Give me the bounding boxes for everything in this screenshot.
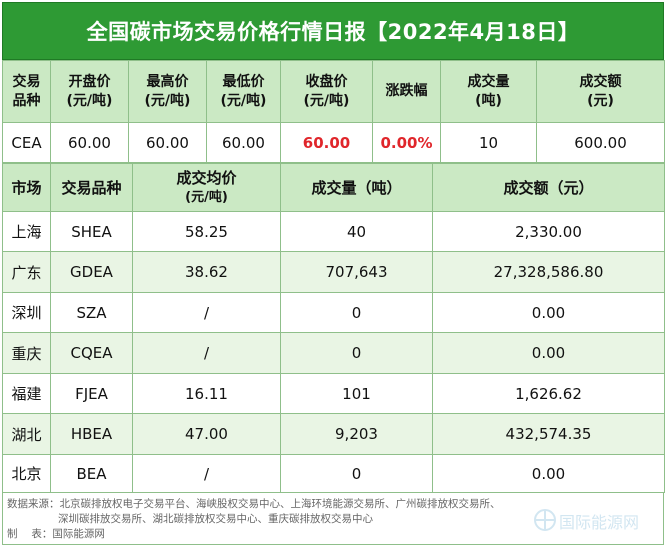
amount: 1,626.62 [432, 373, 665, 414]
avg-price: 58.25 [132, 211, 281, 252]
header-change: 涨跌幅 [372, 60, 441, 123]
regional-header-row: 市场 交易品种 成交均价 (元/吨) 成交量（吨） 成交额（元） [2, 163, 665, 212]
amount: 0.00 [432, 454, 665, 493]
header-amount: 成交额 (元) [536, 60, 665, 123]
amount: 27,328,586.80 [432, 251, 665, 293]
report-title: 全国碳市场交易价格行情日报【2022年4月18日】 [2, 2, 664, 60]
product-code: HBEA [50, 413, 133, 455]
product-code: BEA [50, 454, 133, 493]
cea-amount: 600.00 [536, 122, 665, 163]
product-code: SZA [50, 292, 133, 333]
table-row: 北京 BEA / 0 0.00 [2, 454, 665, 493]
report-frame: 全国碳市场交易价格行情日报【2022年4月18日】 交易 品种 开盘价 (元/吨) … [2, 2, 665, 545]
product-code: FJEA [50, 373, 133, 414]
market-name: 重庆 [2, 332, 51, 374]
table-row: 湖北 HBEA 47.00 9,203 432,574.35 [2, 413, 665, 455]
table-maker: 制 表：国际能源网 [7, 528, 105, 540]
national-market-table: 交易 品种 开盘价 (元/吨) 最高价 (元/吨) 最低价 (元/吨) 收盘价 (元/吨)… [2, 60, 665, 163]
cea-high: 60.00 [128, 122, 207, 163]
header-volume: 成交量 (吨) [440, 60, 537, 123]
national-data-row: CEA 60.00 60.00 60.00 60.00 0.00% 10 600… [2, 122, 665, 163]
national-header-row: 交易 品种 开盘价 (元/吨) 最高价 (元/吨) 最低价 (元/吨) 收盘价 (元/吨)… [2, 60, 665, 123]
volume: 0 [280, 454, 433, 493]
cea-low: 60.00 [206, 122, 281, 163]
volume: 40 [280, 211, 433, 252]
header-open: 开盘价 (元/吨) [50, 60, 129, 123]
volume: 9,203 [280, 413, 433, 455]
header-market: 市场 [2, 163, 51, 212]
source-line-1: 数据来源：北京碳排放权电子交易平台、海峡股权交易中心、上海环境能源交易所、广州碳… [7, 498, 501, 510]
cea-close: 60.00 [280, 122, 373, 163]
avg-price: 38.62 [132, 251, 281, 293]
avg-price: / [132, 332, 281, 374]
volume: 707,643 [280, 251, 433, 293]
volume: 0 [280, 332, 433, 374]
product-code: GDEA [50, 251, 133, 293]
product-code: CQEA [50, 332, 133, 374]
avg-price: 47.00 [132, 413, 281, 455]
market-name: 湖北 [2, 413, 51, 455]
product-code: SHEA [50, 211, 133, 252]
table-row: 重庆 CQEA / 0 0.00 [2, 332, 665, 374]
header-regional-volume: 成交量（吨） [280, 163, 433, 212]
amount: 0.00 [432, 292, 665, 333]
volume: 101 [280, 373, 433, 414]
header-regional-amount: 成交额（元） [432, 163, 665, 212]
table-row: 福建 FJEA 16.11 101 1,626.62 [2, 373, 665, 414]
cea-change: 0.00% [372, 122, 441, 163]
amount: 0.00 [432, 332, 665, 374]
market-name: 福建 [2, 373, 51, 414]
avg-price: / [132, 292, 281, 333]
market-name: 深圳 [2, 292, 51, 333]
header-close: 收盘价 (元/吨) [280, 60, 373, 123]
source-note: 数据来源：北京碳排放权电子交易平台、海峡股权交易中心、上海环境能源交易所、广州碳… [2, 493, 664, 545]
avg-price: 16.11 [132, 373, 281, 414]
regional-market-table: 市场 交易品种 成交均价 (元/吨) 成交量（吨） 成交额（元） 上海 SHEA … [2, 163, 665, 493]
header-avg-price: 成交均价 (元/吨) [132, 163, 281, 212]
header-high: 最高价 (元/吨) [128, 60, 207, 123]
regional-rows: 上海 SHEA 58.25 40 2,330.00 广东 GDEA 38.62 … [2, 211, 665, 493]
market-name: 北京 [2, 454, 51, 493]
amount: 432,574.35 [432, 413, 665, 455]
header-low: 最低价 (元/吨) [206, 60, 281, 123]
watermark-logo: 国际能源网 [534, 509, 639, 532]
watermark-text: 国际能源网 [559, 513, 639, 532]
avg-price: / [132, 454, 281, 493]
table-row: 上海 SHEA 58.25 40 2,330.00 [2, 211, 665, 252]
cea-open: 60.00 [50, 122, 129, 163]
volume: 0 [280, 292, 433, 333]
table-row: 广东 GDEA 38.62 707,643 27,328,586.80 [2, 251, 665, 293]
market-name: 上海 [2, 211, 51, 252]
source-line-2: 深圳碳排放交易所、湖北碳排放权交易中心、重庆碳排放权交易中心 [58, 513, 373, 525]
cea-volume: 10 [440, 122, 537, 163]
amount: 2,330.00 [432, 211, 665, 252]
cea-product: CEA [2, 122, 51, 163]
header-product: 交易 品种 [2, 60, 51, 123]
table-row: 深圳 SZA / 0 0.00 [2, 292, 665, 333]
header-trade-product: 交易品种 [50, 163, 133, 212]
market-name: 广东 [2, 251, 51, 293]
